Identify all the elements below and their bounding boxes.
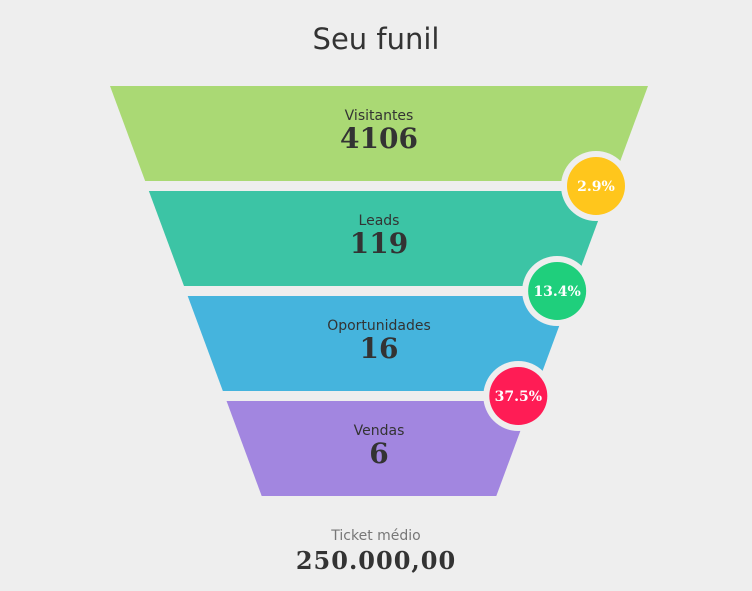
ticket-value: 250.000,00: [0, 546, 752, 575]
conversion-rate-label: 37.5%: [495, 389, 542, 405]
stage-value: 6: [369, 437, 388, 470]
conversion-rate-label: 2.9%: [577, 179, 615, 195]
stage-value: 4106: [340, 122, 418, 155]
stage-value: 119: [350, 227, 408, 260]
conversion-rate-label: 13.4%: [533, 284, 580, 300]
funnel-chart: Visitantes4106Leads119Oportunidades16Ven…: [0, 0, 752, 520]
stage-value: 16: [360, 332, 399, 365]
ticket-label: Ticket médio: [0, 528, 752, 544]
